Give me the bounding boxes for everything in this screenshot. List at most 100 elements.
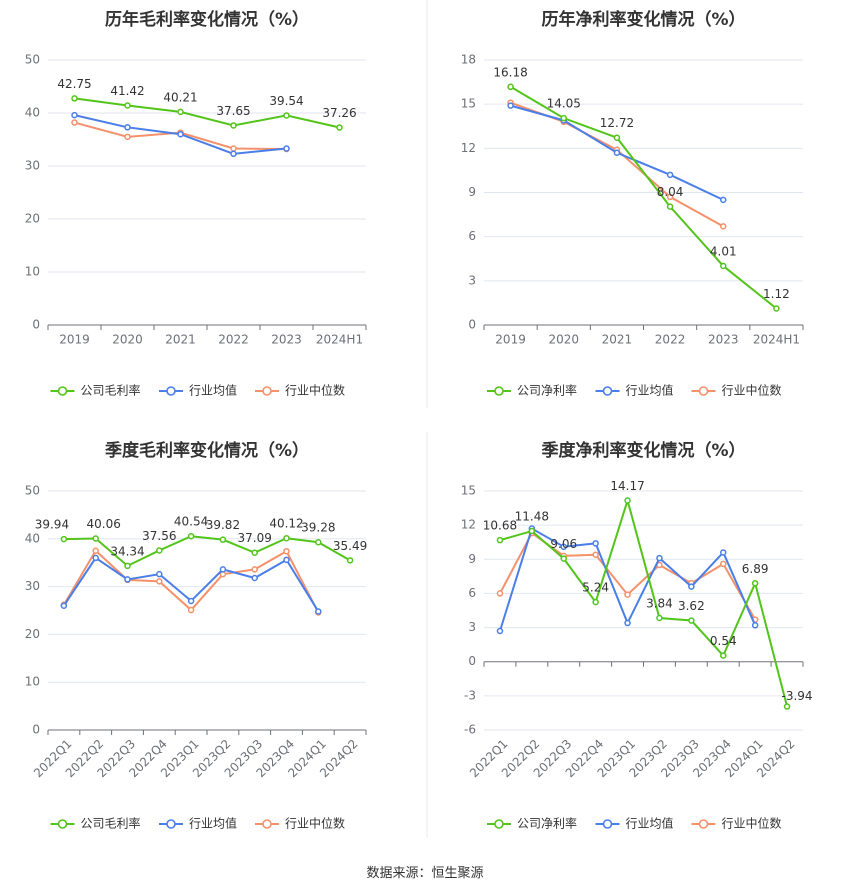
data-label: 12.72 [600,116,634,130]
series-median [60,547,322,616]
data-point-avg [283,556,290,564]
legend-marker-icon [494,386,504,396]
data-point-avg [592,540,599,547]
data-point-company [783,703,791,710]
x-tick-label: 2020 [112,333,143,347]
legend-item-avg[interactable]: 行业均值 [159,383,237,398]
chart-panel-3: 季度毛利率变化情况（%）010203040502022Q12022Q22022Q… [25,440,368,831]
data-point-company [124,102,131,109]
y-tick-label: 6 [468,229,476,243]
data-point-company [624,497,631,504]
data-label: 37.65 [216,104,250,118]
data-point-median [283,547,290,555]
data-point-company [336,124,343,131]
data-point-avg [71,111,78,119]
data-point-company [283,112,290,119]
data-label: 40.12 [269,517,303,531]
data-label: 37.56 [142,529,176,543]
y-tick-label: 30 [25,579,40,593]
data-label: 6.89 [742,562,769,576]
data-label: 41.42 [110,84,144,98]
data-point-median [187,606,195,614]
x-tick-label: 2020 [548,333,579,347]
data-point-company [592,598,599,606]
y-tick-label: 12 [461,141,476,155]
x-tick-label: 2023 [271,333,302,347]
legend-item-avg[interactable]: 行业均值 [159,816,237,831]
data-point-median [720,223,727,230]
legend-item-median[interactable]: 行业中位数 [255,383,345,398]
y-tick-label: 3 [468,620,476,634]
data-point-company [666,203,674,210]
y-tick-label: 20 [25,627,40,641]
x-tick-label: 2021 [165,333,196,347]
legend-label: 公司毛利率 [81,383,141,398]
data-point-avg [187,597,195,605]
legend-item-median[interactable]: 行业中位数 [255,816,345,831]
data-point-avg [666,171,674,179]
legend-label: 行业均值 [626,383,674,398]
series-line-company [510,85,778,310]
y-tick-label: 0 [468,654,476,668]
series-avg [60,554,322,615]
data-point-avg [230,150,237,158]
series-company: 16.18 14.05 12.72 8.04 4.01 1.12 [493,65,790,312]
data-point-avg [60,602,68,609]
data-point-company [528,527,536,535]
y-tick-label: 0 [468,318,476,332]
y-tick-label: 9 [468,185,476,199]
legend: 公司净利率 行业均值 行业中位数 [487,816,782,831]
data-point-company [187,532,195,540]
legend-item-company[interactable]: 公司净利率 [487,383,577,398]
data-label: 0.54 [710,634,737,648]
data-label: -3.94 [782,689,813,703]
data-label: 5.24 [582,581,609,595]
data-point-company [720,262,727,270]
data-point-company [560,555,567,562]
data-point-avg [219,566,227,573]
legend-label: 行业均值 [189,816,237,831]
data-label: 34.34 [110,544,144,558]
data-point-company [751,580,759,587]
legend-item-company[interactable]: 公司毛利率 [50,816,141,831]
legend-label: 行业中位数 [722,816,782,831]
data-point-avg [156,570,163,578]
legend-label: 行业均值 [626,816,674,831]
x-tick-label: 2022 [218,333,249,347]
data-point-avg [751,622,759,629]
y-tick-label: 18 [461,53,476,67]
data-point-company [177,108,184,116]
legend-item-company[interactable]: 公司净利率 [487,816,577,831]
data-point-company [124,562,131,570]
data-point-company [773,305,780,312]
legend-item-median[interactable]: 行业中位数 [691,383,782,398]
series-line-company [74,97,340,129]
data-point-avg [124,576,131,583]
x-tick-label: 2022 [655,333,686,347]
x-tick-label: 2019 [495,333,526,347]
legend-marker-icon [494,819,504,829]
data-label: 39.28 [301,521,335,535]
y-tick-label: 0 [32,318,40,332]
legend-label: 行业中位数 [285,816,345,831]
data-label: 40.21 [163,90,197,104]
x-tick-label: 2024H1 [753,333,800,347]
legend-item-company[interactable]: 公司毛利率 [50,383,141,398]
legend-label: 行业均值 [189,383,237,398]
data-point-median [592,551,599,558]
data-point-avg [656,554,663,562]
data-point-avg [720,549,727,556]
legend-item-avg[interactable]: 行业均值 [595,816,674,831]
legend-label: 公司净利率 [517,383,577,398]
data-point-median [720,560,727,568]
legend-item-median[interactable]: 行业中位数 [691,816,782,831]
data-point-company [656,614,663,622]
legend-marker-icon [166,386,176,396]
chart-panel-1: 历年毛利率变化情况（%） 0 10 20 30 40 50 2019 2020 2021 2022 2… [25,9,367,398]
legend-item-avg[interactable]: 行业均值 [595,383,674,398]
legend-marker-icon [602,386,613,396]
data-point-company [156,547,163,554]
data-label: 39.54 [269,94,303,108]
